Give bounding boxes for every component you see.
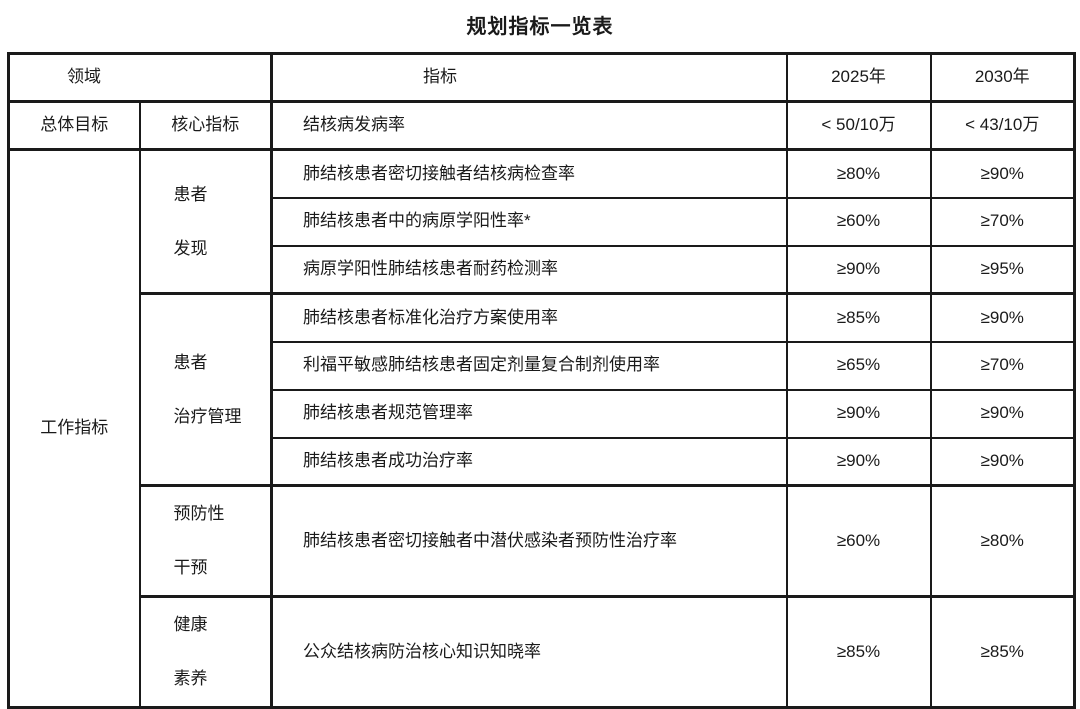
indicator-cell: 结核病发病率 <box>270 100 788 151</box>
category-line: 干预 <box>173 558 208 577</box>
row-standard-treatment: 患者 治疗管理 肺结核患者标准化治疗方案使用率 ≥85% ≥90% <box>9 292 1076 487</box>
domain-cell: 总体目标 <box>7 100 141 151</box>
row-fdc-usage: 利福平敏感肺结核患者固定剂量复合制剂使用率 ≥65% ≥70% <box>9 340 1076 391</box>
row-standard-management: 肺结核患者规范管理率 ≥90% ≥90% <box>9 388 1076 439</box>
indicator-cell: 公众结核病防治核心知识知晓率 <box>270 595 788 709</box>
value-2030-cell: ≥90% <box>929 292 1076 343</box>
category-line: 发现 <box>173 238 208 258</box>
category-cell-discovery: 患者 发现 <box>138 148 273 295</box>
value-2030-cell: ≥85% <box>929 595 1076 709</box>
header-domain: 领域 <box>7 52 273 103</box>
category-line: 治疗管理 <box>173 406 242 426</box>
page-title: 规划指标一览表 <box>466 16 614 38</box>
value-2030-cell: ≥80% <box>929 484 1076 598</box>
category-line: 预防性 <box>173 504 225 523</box>
domain-cell-work: 工作指标 <box>7 148 141 709</box>
indicator-cell: 肺结核患者成功治疗率 <box>270 436 788 487</box>
row-public-awareness: 健康 素养 公众结核病防治核心知识知晓率 ≥85% ≥85% <box>9 595 1076 709</box>
indicator-cell: 肺结核患者密切接触者结核病检查率 <box>270 148 788 199</box>
value-2030-cell: ≥70% <box>929 340 1076 391</box>
header-2025: 2025年 <box>785 52 932 103</box>
indicators-table: 领域 指标 2025年 2030年 总体目标 核心指标 结核病发病率 < 50/… <box>7 52 1076 709</box>
category-line: 素养 <box>173 669 208 688</box>
value-2030-cell: ≥95% <box>929 244 1076 295</box>
value-2025-cell: ≥90% <box>785 244 932 295</box>
value-2025-cell: ≥85% <box>785 595 932 709</box>
indicator-cell: 肺结核患者标准化治疗方案使用率 <box>270 292 788 343</box>
value-2025-cell: ≥60% <box>785 484 932 598</box>
category-cell-prevention: 预防性 干预 <box>138 484 273 598</box>
indicator-cell: 肺结核患者中的病原学阳性率* <box>270 196 788 247</box>
indicator-cell: 肺结核患者规范管理率 <box>270 388 788 439</box>
value-2025-cell: ≥85% <box>785 292 932 343</box>
row-drug-resistance-testing: 病原学阳性肺结核患者耐药检测率 ≥90% ≥95% <box>9 244 1076 295</box>
header-row: 领域 指标 2025年 2030年 <box>7 52 1076 103</box>
value-2030-cell: < 43/10万 <box>929 100 1076 151</box>
header-indicator: 指标 <box>270 52 788 103</box>
value-2025-cell: ≥90% <box>785 436 932 487</box>
row-overall-goal: 总体目标 核心指标 结核病发病率 < 50/10万 < 43/10万 <box>7 100 1076 151</box>
value-2025-cell: ≥60% <box>785 196 932 247</box>
header-2030: 2030年 <box>929 52 1076 103</box>
category-line: 患者 <box>173 184 208 204</box>
value-2025-cell: < 50/10万 <box>785 100 932 151</box>
category-cell-treatment: 患者 治疗管理 <box>138 292 273 487</box>
value-2030-cell: ≥90% <box>929 436 1076 487</box>
value-2025-cell: ≥80% <box>785 148 932 199</box>
value-2030-cell: ≥90% <box>929 388 1076 439</box>
row-treatment-success: 肺结核患者成功治疗率 ≥90% ≥90% <box>9 436 1076 487</box>
value-2030-cell: ≥70% <box>929 196 1076 247</box>
category-cell: 核心指标 <box>138 100 273 151</box>
value-2030-cell: ≥90% <box>929 148 1076 199</box>
row-etiological-positive-rate: 肺结核患者中的病原学阳性率* ≥60% ≥70% <box>9 196 1076 247</box>
indicator-cell: 肺结核患者密切接触者中潜伏感染者预防性治疗率 <box>270 484 788 598</box>
indicator-cell: 病原学阳性肺结核患者耐药检测率 <box>270 244 788 295</box>
value-2025-cell: ≥90% <box>785 388 932 439</box>
value-2025-cell: ≥65% <box>785 340 932 391</box>
category-line: 患者 <box>173 352 208 372</box>
indicator-cell: 利福平敏感肺结核患者固定剂量复合制剂使用率 <box>270 340 788 391</box>
row-preventive-treatment: 预防性 干预 肺结核患者密切接触者中潜伏感染者预防性治疗率 ≥60% ≥80% <box>9 484 1076 598</box>
row-contact-screening: 工作指标 患者 发现 肺结核患者密切接触者结核病检查率 ≥80% ≥90% <box>7 148 1076 709</box>
category-cell-literacy: 健康 素养 <box>138 595 273 709</box>
category-line: 健康 <box>173 615 208 634</box>
